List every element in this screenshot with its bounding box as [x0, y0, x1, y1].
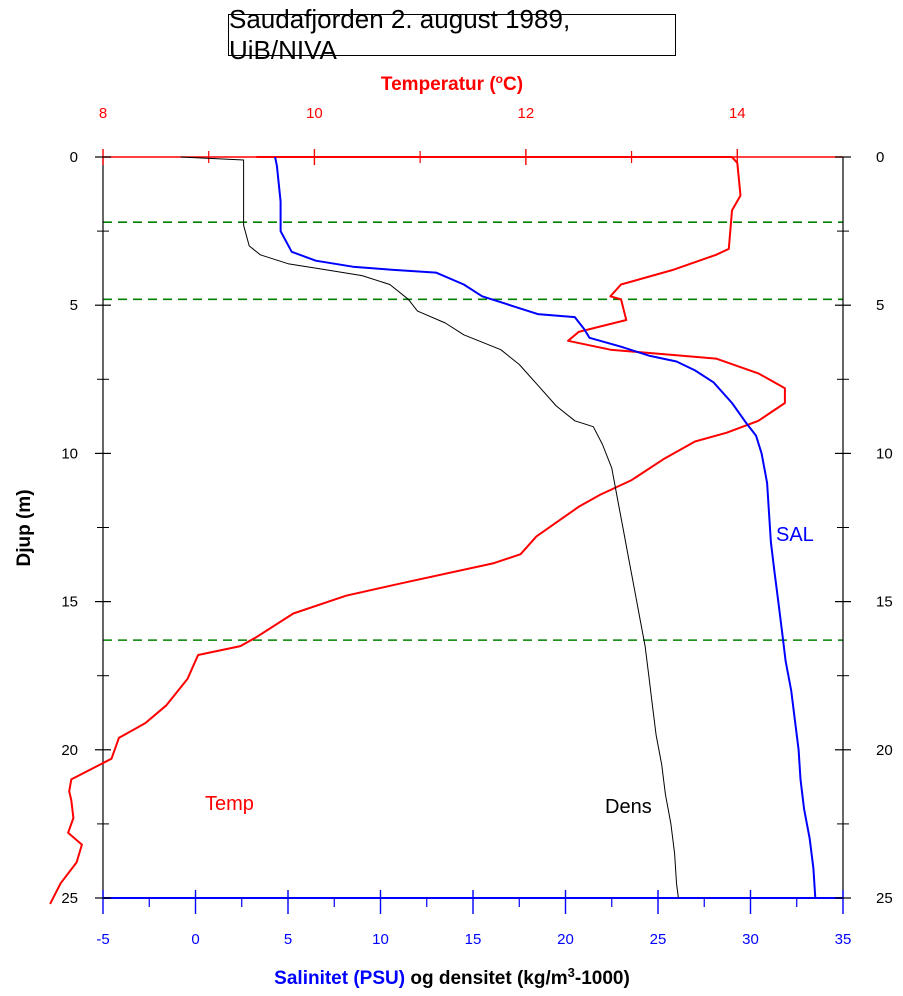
bottom-tick-label: 35 — [835, 931, 852, 948]
bottom-tick-label: 0 — [191, 931, 199, 948]
left-tick-label: 5 — [70, 297, 78, 314]
right-tick-label: 5 — [876, 297, 884, 314]
bottom-tick-label: 20 — [557, 931, 574, 948]
series-label-dens: Dens — [605, 796, 652, 818]
bottom-tick-label: 25 — [650, 931, 667, 948]
top-tick-label: 10 — [306, 105, 323, 122]
left-tick-label: 15 — [61, 594, 78, 611]
top-tick-label: 14 — [729, 105, 746, 122]
series-label-temp: Temp — [205, 793, 254, 815]
series-line-dens — [180, 156, 679, 899]
bottom-tick-label: -5 — [96, 931, 109, 948]
left-tick-label: 10 — [61, 445, 78, 462]
top-tick-label: 12 — [518, 105, 535, 122]
bottom-tick-label: 30 — [742, 931, 759, 948]
top-tick-label: 8 — [99, 105, 107, 122]
labels-layer: Temp SAL Dens — [205, 524, 814, 818]
bottom-tick-label: 10 — [372, 931, 389, 948]
top-axis-title: Temperatur (oC) — [381, 72, 523, 95]
y-axis-title: Djup (m) — [14, 489, 35, 566]
series-label-sal: SAL — [776, 524, 814, 546]
right-tick-label: 20 — [876, 742, 893, 759]
series-line-sal — [274, 156, 817, 899]
bottom-tick-label: 15 — [465, 931, 482, 948]
series-line-temp — [49, 156, 786, 905]
left-tick-label: 0 — [70, 149, 78, 166]
reference-lines — [103, 221, 843, 641]
right-tick-label: 10 — [876, 445, 893, 462]
bottom-tick-label: 5 — [284, 931, 292, 948]
left-tick-label: 20 — [61, 742, 78, 759]
right-tick-label: 15 — [876, 594, 893, 611]
axis-ticks: 8 10 12 14 -5 0 5 10 15 20 25 30 35 0 0 5 5 10 10 15 15 20 20 2… — [61, 105, 892, 948]
left-tick-label: 25 — [61, 890, 78, 907]
bottom-axis-title: Salinitet (PSU) og densitet (kg/m3-1000) — [274, 965, 630, 989]
right-tick-label: 25 — [876, 890, 893, 907]
plot-frame — [102, 156, 844, 899]
right-tick-label: 0 — [876, 149, 884, 166]
series-layer — [49, 156, 817, 905]
